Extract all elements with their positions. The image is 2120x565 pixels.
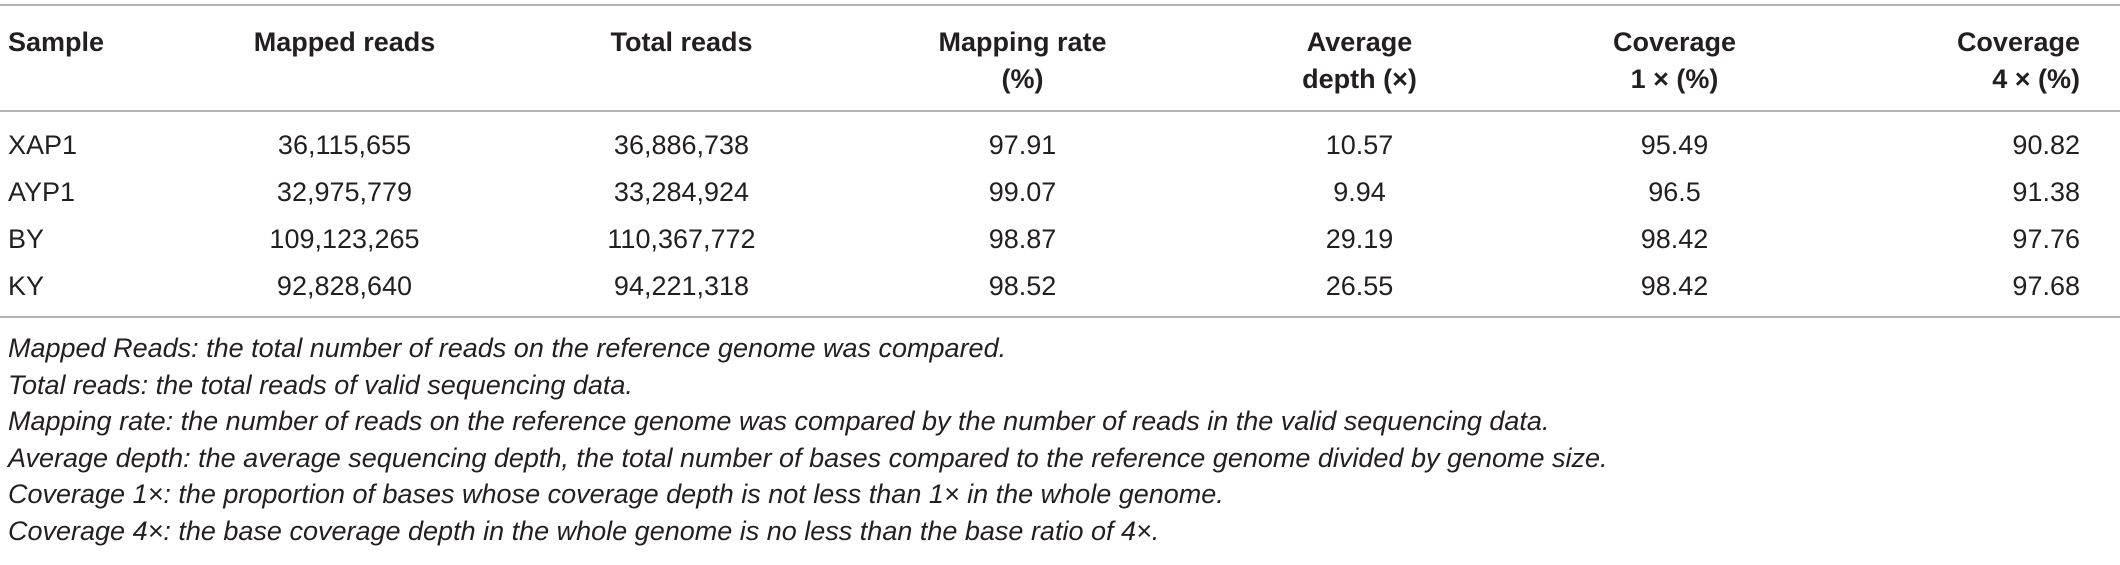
cell-average-depth: 26.55 <box>1325 271 1394 301</box>
table-row: XAP1 36,115,655 36,886,738 97.91 10.57 9… <box>0 112 2120 169</box>
table-top-rule <box>0 4 2120 6</box>
footnote-coverage-1x: Coverage 1×: the proportion of bases who… <box>8 479 1224 510</box>
cell-sample: KY <box>8 271 45 301</box>
header-coverage-1x: Coverage 1 × (%) <box>1526 6 1823 110</box>
table-header: Sample Mapped reads Total reads Mapping … <box>0 6 2120 110</box>
header-coverage-1x-line2: 1 × (%) <box>1630 64 1719 94</box>
header-average-depth-line1: Average <box>1306 27 1413 57</box>
cell-sample: BY <box>8 224 45 254</box>
footnote-total-reads: Total reads: the total reads of valid se… <box>8 369 633 400</box>
header-coverage-1x-line1: Coverage <box>1612 27 1737 57</box>
table-row: BY 109,123,265 110,367,772 98.87 29.19 9… <box>0 216 2120 263</box>
cell-total-reads: 33,284,924 <box>613 177 750 207</box>
cell-sample: XAP1 <box>8 130 78 160</box>
header-mapping-rate: Mapping rate (%) <box>852 6 1193 110</box>
table-bottom-rule <box>0 316 2120 318</box>
cell-mapped-reads: 32,975,779 <box>276 177 413 207</box>
table-row: KY 92,828,640 94,221,318 98.52 26.55 98.… <box>0 263 2120 316</box>
sequencing-stats-table: Sample Mapped reads Total reads Mapping … <box>0 6 2120 110</box>
table-footnotes: Mapped Reads: the total number of reads … <box>8 330 2108 550</box>
cell-mapped-reads: 36,115,655 <box>277 130 412 160</box>
cell-mapping-rate: 98.87 <box>988 224 1057 254</box>
footnote-mapped-reads: Mapped Reads: the total number of reads … <box>8 333 1007 363</box>
cell-mapped-reads: 92,828,640 <box>276 271 413 301</box>
header-total-reads: Total reads <box>511 6 852 110</box>
cell-total-reads: 94,221,318 <box>613 271 750 301</box>
cell-mapping-rate: 97.91 <box>988 130 1057 160</box>
cell-mapping-rate: 99.07 <box>988 177 1057 207</box>
cell-total-reads: 110,367,772 <box>607 224 756 254</box>
cell-coverage-4x: 90.82 <box>2012 130 2080 160</box>
cell-coverage-4x: 91.38 <box>2012 177 2080 207</box>
cell-coverage-1x: 95.49 <box>1640 130 1709 160</box>
cell-mapped-reads: 109,123,265 <box>269 224 420 254</box>
footnote-mapping-rate: Mapping rate: the number of reads on the… <box>8 406 1550 437</box>
footnote-coverage-4x: Coverage 4×: the base coverage depth in … <box>8 515 1160 546</box>
cell-total-reads: 36,886,738 <box>613 130 750 160</box>
header-mapped-reads: Mapped reads <box>178 6 511 110</box>
cell-coverage-1x: 96.5 <box>1648 177 1701 207</box>
table-body: XAP1 36,115,655 36,886,738 97.91 10.57 9… <box>0 112 2120 316</box>
cell-coverage-4x: 97.76 <box>2012 224 2080 254</box>
header-coverage-4x: Coverage 4 × (%) <box>1823 6 2120 110</box>
header-mapping-rate-line1: Mapping rate <box>938 27 1107 57</box>
cell-coverage-1x: 98.42 <box>1640 271 1709 301</box>
table-header-rule <box>0 110 2120 112</box>
footnote-average-depth: Average depth: the average sequencing de… <box>8 442 1608 473</box>
header-coverage-4x-line2: 4 × (%) <box>1992 64 2080 94</box>
data-table-container: Sample Mapped reads Total reads Mapping … <box>0 4 2120 318</box>
header-average-depth-line2: depth (×) <box>1302 64 1417 94</box>
cell-sample: AYP1 <box>8 177 76 207</box>
cell-coverage-1x: 98.42 <box>1640 224 1709 254</box>
cell-average-depth: 9.94 <box>1333 177 1386 207</box>
cell-mapping-rate: 98.52 <box>988 271 1057 301</box>
header-row: Sample Mapped reads Total reads Mapping … <box>0 6 2120 110</box>
cell-average-depth: 29.19 <box>1325 224 1394 254</box>
header-mapping-rate-line2: (%) <box>1001 64 1044 94</box>
cell-average-depth: 10.57 <box>1325 130 1394 160</box>
header-sample: Sample <box>0 6 178 110</box>
cell-coverage-4x: 97.68 <box>2012 271 2080 301</box>
header-mapped-reads-line1: Mapped reads <box>253 27 436 57</box>
header-sample-line1: Sample <box>8 27 105 57</box>
header-average-depth: Average depth (×) <box>1193 6 1526 110</box>
header-coverage-4x-line1: Coverage <box>1956 27 2080 57</box>
header-total-reads-line1: Total reads <box>610 27 753 57</box>
table-row: AYP1 32,975,779 33,284,924 99.07 9.94 96… <box>0 169 2120 216</box>
sequencing-stats-table-body: XAP1 36,115,655 36,886,738 97.91 10.57 9… <box>0 112 2120 316</box>
